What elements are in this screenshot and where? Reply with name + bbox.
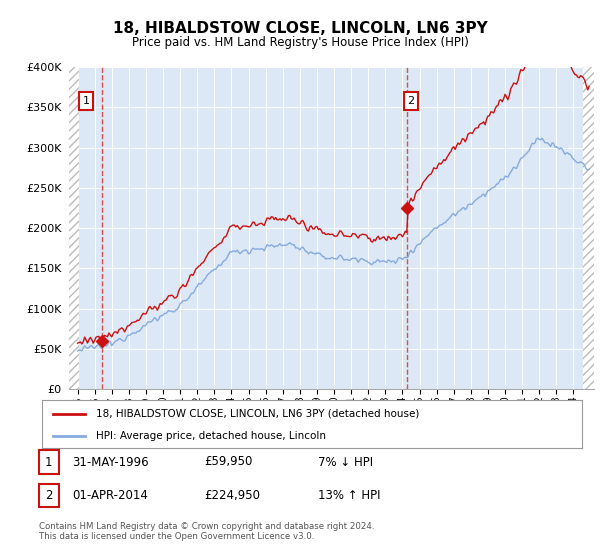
Bar: [69, 67, 79, 389]
Text: £224,950: £224,950: [204, 489, 260, 502]
Text: 18, HIBALDSTOW CLOSE, LINCOLN, LN6 3PY: 18, HIBALDSTOW CLOSE, LINCOLN, LN6 3PY: [113, 21, 487, 36]
Text: 18, HIBALDSTOW CLOSE, LINCOLN, LN6 3PY (detached house): 18, HIBALDSTOW CLOSE, LINCOLN, LN6 3PY (…: [96, 409, 419, 419]
Text: £59,950: £59,950: [204, 455, 253, 469]
Text: 13% ↑ HPI: 13% ↑ HPI: [318, 489, 380, 502]
Text: 01-APR-2014: 01-APR-2014: [72, 489, 148, 502]
Text: Price paid vs. HM Land Registry's House Price Index (HPI): Price paid vs. HM Land Registry's House …: [131, 36, 469, 49]
Text: 2: 2: [407, 96, 415, 106]
Bar: [583, 67, 594, 389]
Text: 1: 1: [45, 455, 53, 469]
Text: 31-MAY-1996: 31-MAY-1996: [72, 455, 149, 469]
Text: HPI: Average price, detached house, Lincoln: HPI: Average price, detached house, Linc…: [96, 431, 326, 441]
Text: Contains HM Land Registry data © Crown copyright and database right 2024.
This d: Contains HM Land Registry data © Crown c…: [39, 522, 374, 542]
Text: 7% ↓ HPI: 7% ↓ HPI: [318, 455, 373, 469]
Text: 1: 1: [83, 96, 89, 106]
Text: 2: 2: [45, 489, 53, 502]
